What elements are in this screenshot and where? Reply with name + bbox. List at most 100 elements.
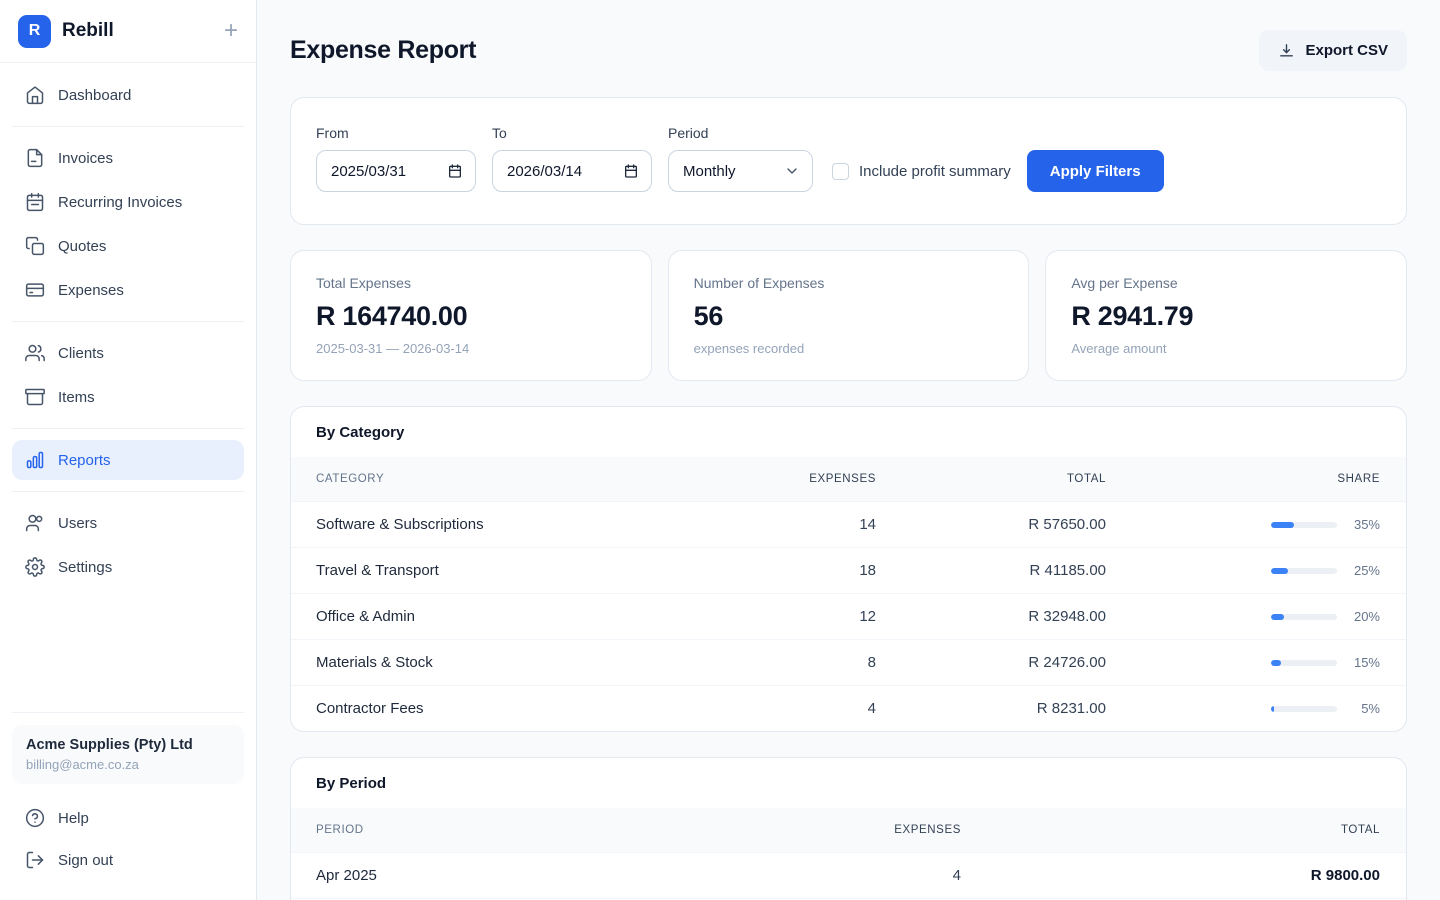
total-cell: R 12000.00: [961, 898, 1406, 900]
table-row: May 2025 5 R 12000.00: [291, 898, 1406, 900]
sidebar-item-dashboard[interactable]: Dashboard: [12, 75, 244, 115]
share-cell: 20%: [1106, 609, 1380, 624]
sign-out-label: Sign out: [58, 851, 114, 869]
share-bar-track: [1271, 659, 1337, 666]
sidebar-item-label: Dashboard: [58, 86, 132, 104]
share-bar-track: [1271, 521, 1337, 528]
sidebar-item-label: Reports: [58, 451, 111, 469]
share-bar-fill: [1271, 521, 1295, 528]
credit-card-icon: [25, 283, 45, 297]
sidebar-divider: [12, 126, 244, 127]
table-row: Software & Subscriptions 14 R 57650.00 3…: [291, 501, 1406, 548]
apply-filters-button[interactable]: Apply Filters: [1026, 150, 1164, 192]
from-date-input[interactable]: 2025/03/31: [316, 150, 476, 192]
total-cell: R 41185.00: [876, 547, 1106, 594]
expenses-cell: 12: [646, 593, 876, 640]
stat-card-avg-per-expense: Avg per Expense R 2941.79 Average amount: [1045, 250, 1407, 381]
sign-out-icon: [26, 851, 44, 869]
total-cell: R 24726.00: [876, 639, 1106, 686]
chevron-down-icon: [787, 168, 797, 174]
share-bar-track: [1271, 705, 1337, 712]
sign-out-button[interactable]: Sign out: [12, 840, 244, 880]
category-cell: Office & Admin: [291, 593, 646, 640]
sidebar-item-quotes[interactable]: Quotes: [12, 226, 244, 266]
help-label: Help: [58, 809, 89, 827]
archive-icon: [25, 388, 45, 406]
share-percent: 20%: [1353, 609, 1380, 624]
export-csv-label: Export CSV: [1305, 42, 1388, 59]
category-cell: Contractor Fees: [291, 685, 646, 731]
stat-value: R 2941.79: [1071, 301, 1194, 331]
total-cell: R 9800.00: [961, 852, 1406, 899]
filters-card: From 2025/03/31 To 2026/03/14 Period Mon…: [290, 97, 1407, 225]
period-field: Period Monthly: [668, 125, 813, 192]
sidebar-item-reports[interactable]: Reports: [12, 440, 244, 480]
account-card[interactable]: Acme Supplies (Pty) Ltd billing@acme.co.…: [12, 725, 244, 784]
share-bar-track: [1271, 567, 1337, 574]
to-date-value: 2026/03/14: [507, 162, 583, 180]
copy-icon: [25, 236, 45, 256]
column-header-share: Share: [1337, 473, 1380, 485]
profit-summary-checkbox[interactable]: [832, 162, 849, 180]
category-cell: Software & Subscriptions: [291, 501, 646, 548]
by-category-card: By Category Category Expenses Total Shar…: [290, 406, 1407, 732]
from-field: From 2025/03/31: [316, 125, 476, 192]
category-cell: Travel & Transport: [291, 547, 646, 594]
profit-summary-toggle[interactable]: Include profit summary: [832, 150, 1011, 192]
to-label: To: [492, 125, 507, 141]
stat-label: Avg per Expense: [1071, 275, 1178, 291]
stat-sub: 2025-03-31 — 2026-03-14: [316, 341, 470, 356]
brand-name: Rebill: [62, 20, 114, 41]
share-percent: 5%: [1361, 701, 1380, 716]
sidebar-divider: [12, 428, 244, 429]
home-icon: [26, 86, 44, 105]
sidebar-item-invoices[interactable]: Invoices: [12, 138, 244, 178]
table-row: Office & Admin 12 R 32948.00 20%: [291, 593, 1406, 640]
by-category-table: Category Expenses Total Share Software &…: [291, 457, 1406, 731]
from-date-value: 2025/03/31: [331, 162, 407, 180]
export-csv-button[interactable]: Export CSV: [1259, 30, 1407, 71]
period-select[interactable]: Monthly: [668, 150, 813, 192]
expenses-cell: 8: [646, 639, 876, 686]
stat-card-number-of-expenses: Number of Expenses 56 expenses recorded: [667, 250, 1030, 381]
sidebar-item-label: Clients: [58, 344, 104, 362]
sidebar-divider: [12, 491, 244, 492]
expenses-cell: 4: [646, 685, 876, 731]
sidebar-item-users[interactable]: Users: [12, 503, 244, 543]
bar-chart-icon: [26, 451, 44, 469]
expenses-cell: 14: [646, 501, 876, 548]
by-period-table: Period Expenses Total Apr 2025 4 R 9800.…: [291, 808, 1406, 900]
stats-row: Total Expenses R 164740.00 2025-03-31 — …: [290, 250, 1407, 381]
total-cell: R 57650.00: [876, 501, 1106, 548]
column-header-expenses: Expenses: [809, 473, 876, 485]
sidebar-item-label: Quotes: [58, 237, 107, 255]
table-header-row: Category Expenses Total Share: [291, 457, 1406, 502]
sidebar-item-settings[interactable]: Settings: [12, 547, 244, 587]
stat-sub: expenses recorded: [693, 341, 805, 356]
main-content: Expense Report Export CSV From 2025/03/3…: [257, 0, 1440, 900]
sidebar-item-label: Items: [58, 388, 95, 406]
share-cell: 25%: [1106, 563, 1380, 578]
sidebar-item-items[interactable]: Items: [12, 377, 244, 417]
by-period-card: By Period Period Expenses Total Apr 2025…: [290, 757, 1407, 900]
from-label: From: [316, 125, 349, 141]
help-button[interactable]: Help: [12, 798, 244, 838]
sidebar-item-clients[interactable]: Clients: [12, 333, 244, 373]
column-header-period: Period: [316, 824, 364, 836]
sidebar-item-expenses[interactable]: Expenses: [12, 270, 244, 310]
expenses-cell: 4: [646, 852, 961, 899]
calendar-icon: [26, 192, 44, 212]
add-new-button[interactable]: +: [223, 17, 238, 44]
calendar-icon: [449, 164, 461, 178]
sidebar-item-label: Invoices: [58, 149, 114, 167]
category-cell: Materials & Stock: [291, 639, 646, 686]
share-percent: 25%: [1353, 563, 1380, 578]
to-date-input[interactable]: 2026/03/14: [492, 150, 652, 192]
sidebar-divider: [12, 712, 244, 713]
sidebar-item-recurring-invoices[interactable]: Recurring Invoices: [12, 182, 244, 222]
page-header: Expense Report Export CSV: [290, 30, 1407, 71]
expenses-cell: 5: [646, 898, 961, 900]
total-cell: R 32948.00: [876, 593, 1106, 640]
calendar-icon: [625, 164, 637, 178]
column-header-total: Total: [1067, 473, 1106, 485]
